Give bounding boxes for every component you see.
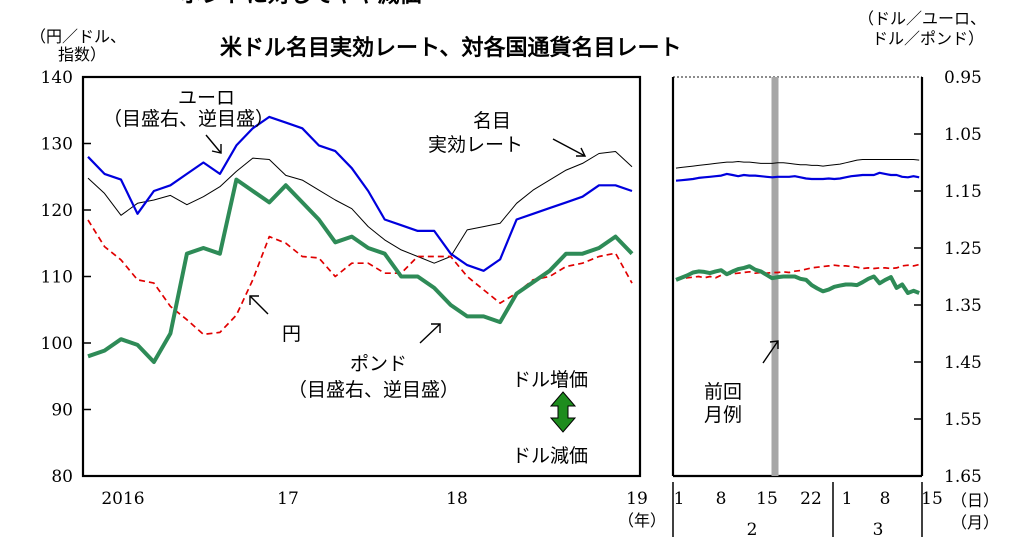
x-unit-day: （日） <box>951 491 999 510</box>
right-tick-label: 1.65 <box>944 467 982 487</box>
x-unit-year: （年） <box>618 511 666 530</box>
prev-report-arrow-head <box>769 340 779 349</box>
yen-arrow-head <box>249 295 259 305</box>
x-tick-label-year: 18 <box>446 489 468 509</box>
left-tick-label: 120 <box>41 201 73 221</box>
daily-line-euro <box>675 171 920 182</box>
prev-report-label-sub: 月例 <box>704 404 742 426</box>
right-axis-label-line2: ドル／ポンド） <box>872 29 984 48</box>
prev-report-arrow <box>762 340 779 364</box>
left-axis-label-line1: （円／ドル、 <box>30 27 126 46</box>
pound-label: ポンド <box>350 353 407 375</box>
right-axis-ticks: 0.95 1.05 1.15 1.25 1.35 1.45 1.55 1.65 <box>914 68 982 487</box>
right-tick-label: 1.45 <box>944 353 982 373</box>
monthly-series <box>87 115 634 364</box>
right-tick-label: 1.35 <box>944 296 982 316</box>
double-arrow-icon <box>549 391 577 433</box>
x-axis-ticks: 2016 17 18 19 1 8 15 22 1 8 152 3 <box>101 489 942 537</box>
x-tick-label-year: 2016 <box>101 489 144 509</box>
neer-arrow <box>552 138 586 157</box>
daily-line-yen <box>675 263 920 281</box>
left-tick-label: 80 <box>51 467 73 487</box>
pound-arrow-head <box>431 323 441 333</box>
monthly-line-neer <box>87 151 633 264</box>
daily-series <box>675 159 920 295</box>
monthly-panel-frame <box>81 75 642 478</box>
right-tick-label: 1.05 <box>944 125 982 145</box>
left-tick-label: 90 <box>51 401 73 421</box>
monthly-line-yen <box>87 219 633 336</box>
prev-report-label: 前回 <box>704 381 742 403</box>
left-tick-label: 130 <box>41 135 73 155</box>
euro-arrow <box>205 134 222 154</box>
neer-label: 名目 <box>473 110 511 132</box>
daily-line-neer <box>675 159 920 169</box>
right-tick-label: 0.95 <box>944 68 982 88</box>
pound-label-sub: （目盛右、逆目盛） <box>288 379 459 401</box>
euro-label: ユーロ <box>178 87 235 109</box>
chart-title: 米ドル名目実効レート、対各国通貨名目レート <box>220 35 682 61</box>
partial-header: ポンドに対してやや減価 <box>180 0 421 8</box>
x-tick-label-day: 15 <box>921 489 943 509</box>
euro-label-sub: （目盛右、逆目盛） <box>103 108 274 130</box>
daily-line-pound <box>675 264 920 295</box>
right-tick-label: 1.55 <box>944 410 982 430</box>
euro-arrow-head <box>211 144 222 154</box>
monthly-line-pound <box>87 177 634 364</box>
x-tick-label-month: 3 <box>873 520 884 537</box>
yen-arrow <box>249 295 269 315</box>
left-axis-ticks: 80 90 100 110 120 130 140 <box>41 68 91 487</box>
x-tick-label-day: 8 <box>880 489 891 509</box>
x-unit-month: （月） <box>951 513 999 532</box>
x-tick-label-month: 2 <box>747 520 758 537</box>
x-tick-label-day: 1 <box>674 489 685 509</box>
x-tick-label-day: 15 <box>756 489 778 509</box>
left-tick-label: 140 <box>41 68 73 88</box>
left-tick-label: 110 <box>41 268 73 288</box>
x-tick-label-year: 17 <box>277 489 299 509</box>
x-tick-label-year: 19 <box>626 489 648 509</box>
daily-panel-frame <box>671 76 924 478</box>
x-tick-label-day: 1 <box>842 489 853 509</box>
left-tick-label: 100 <box>41 334 73 354</box>
left-axis-label-line2: 指数） <box>58 45 106 64</box>
usd-appreciation-label: ドル増価 <box>512 369 588 391</box>
usd-depreciation-label: ドル減価 <box>512 445 588 467</box>
pound-arrow <box>419 323 441 344</box>
right-tick-label: 1.15 <box>944 182 982 202</box>
neer-label-sub: 実効レート <box>428 134 523 156</box>
x-tick-label-day: 8 <box>716 489 727 509</box>
x-tick-label-day: 22 <box>800 489 822 509</box>
monthly-line-euro <box>87 115 633 272</box>
right-tick-label: 1.25 <box>944 239 982 259</box>
yen-label: 円 <box>282 323 301 345</box>
neer-arrow-head <box>576 147 587 157</box>
right-axis-label-line1: （ドル／ユーロ、 <box>858 9 986 28</box>
